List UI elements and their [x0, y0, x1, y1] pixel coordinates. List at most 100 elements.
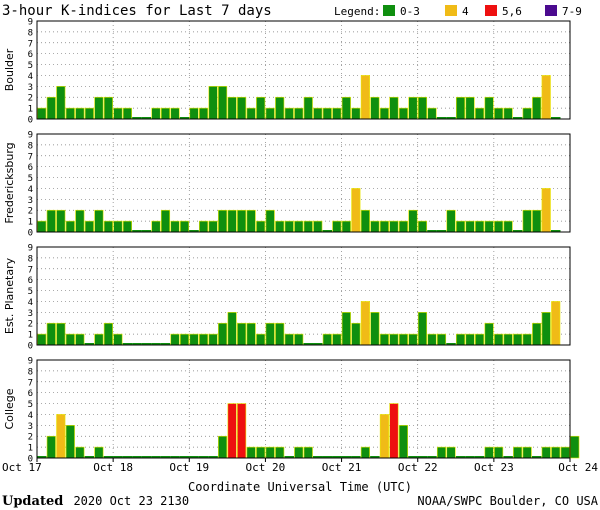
- k-bar: [84, 220, 94, 233]
- k-bar: [531, 456, 542, 458]
- k-bar: [46, 96, 56, 120]
- k-bar: [417, 220, 428, 233]
- y-tick-label: 9: [28, 18, 33, 28]
- k-bar: [503, 456, 513, 458]
- k-bar: [541, 188, 551, 233]
- y-tick-label: 6: [28, 389, 33, 399]
- k-bar: [427, 107, 437, 120]
- k-bar: [370, 456, 380, 458]
- k-bar: [265, 107, 275, 120]
- k-bar: [56, 322, 66, 346]
- k-bar: [275, 322, 285, 346]
- legend: 0-3 4 5,6 7-9: [383, 5, 582, 18]
- k-bar: [360, 301, 370, 346]
- y-tick-label: 0: [28, 116, 33, 126]
- y-tick-label: 5: [28, 61, 33, 71]
- k-bar: [550, 117, 561, 119]
- k-bar: [303, 343, 314, 345]
- x-axis-label: Coordinate Universal Time (UTC): [188, 480, 412, 494]
- legend-item-label: 7-9: [562, 5, 582, 18]
- k-bar: [246, 107, 256, 120]
- k-bar: [398, 220, 408, 233]
- k-bar: [522, 107, 532, 120]
- k-bar: [141, 117, 152, 119]
- k-bar: [37, 107, 47, 120]
- y-tick-label: 2: [28, 94, 33, 104]
- k-bar: [56, 414, 66, 459]
- k-bar: [474, 456, 485, 458]
- k-bar: [550, 230, 561, 232]
- k-bar: [446, 446, 456, 459]
- k-bar: [512, 230, 523, 232]
- updated-value: 2020 Oct 23 2130: [73, 494, 189, 508]
- legend-swatch-1: [445, 5, 457, 16]
- k-bar: [313, 220, 323, 233]
- k-bar: [494, 333, 504, 346]
- k-bar: [37, 220, 47, 233]
- x-tick-label: Oct 24: [558, 461, 598, 474]
- legend-swatch-3: [545, 5, 557, 16]
- chart-title: 3-hour K-indices for Last 7 days: [2, 3, 272, 19]
- k-bar: [484, 220, 494, 233]
- k-bar: [65, 107, 75, 120]
- k-bar: [541, 75, 551, 120]
- legend-swatch-2: [485, 5, 497, 16]
- k-bar: [455, 333, 466, 346]
- k-bar: [199, 220, 209, 233]
- k-bar: [532, 209, 542, 233]
- k-bar: [151, 220, 161, 233]
- k-bar: [322, 333, 332, 346]
- y-tick-label: 7: [28, 265, 33, 275]
- k-bar: [84, 343, 95, 345]
- k-bar: [151, 343, 161, 345]
- k-bar: [408, 209, 418, 233]
- k-bar: [75, 333, 85, 346]
- k-bar: [75, 107, 85, 120]
- k-bar: [427, 230, 437, 232]
- k-bar: [275, 446, 285, 459]
- k-bar: [303, 446, 313, 459]
- y-tick-label: 9: [28, 244, 33, 254]
- k-bar: [370, 312, 380, 346]
- k-bar: [265, 446, 275, 459]
- k-bar: [379, 220, 389, 233]
- k-bar: [417, 312, 428, 346]
- k-bar: [122, 107, 132, 120]
- k-bar: [417, 96, 428, 120]
- y-tick-label: 3: [28, 422, 33, 432]
- k-bar: [465, 220, 475, 233]
- y-tick-label: 6: [28, 163, 33, 173]
- y-tick-label: 5: [28, 400, 33, 410]
- k-bar: [160, 107, 171, 120]
- y-tick-label: 1: [28, 218, 33, 228]
- k-bar: [294, 333, 304, 346]
- k-bar: [522, 209, 532, 233]
- k-bar: [503, 220, 513, 233]
- k-bar: [512, 117, 523, 119]
- k-bar: [427, 456, 437, 458]
- k-bar: [455, 220, 466, 233]
- k-bar: [379, 107, 389, 120]
- y-tick-label: 7: [28, 378, 33, 388]
- k-bar: [160, 343, 171, 345]
- y-tick-label: 3: [28, 196, 33, 206]
- k-bar: [398, 107, 408, 120]
- y-tick-label: 7: [28, 152, 33, 162]
- k-bar: [122, 456, 133, 458]
- k-bar: [294, 220, 304, 233]
- k-bar: [322, 456, 333, 458]
- k-bar: [65, 333, 75, 346]
- k-bar: [256, 333, 266, 346]
- y-tick-label: 8: [28, 254, 33, 264]
- k-bar: [179, 456, 190, 458]
- k-bar: [84, 107, 94, 120]
- k-bar: [332, 220, 342, 233]
- x-tick-label: Oct 19: [169, 461, 209, 474]
- k-bar: [189, 230, 199, 232]
- k-bar: [494, 446, 504, 459]
- k-bar: [417, 456, 428, 458]
- y-tick-label: 4: [28, 72, 33, 82]
